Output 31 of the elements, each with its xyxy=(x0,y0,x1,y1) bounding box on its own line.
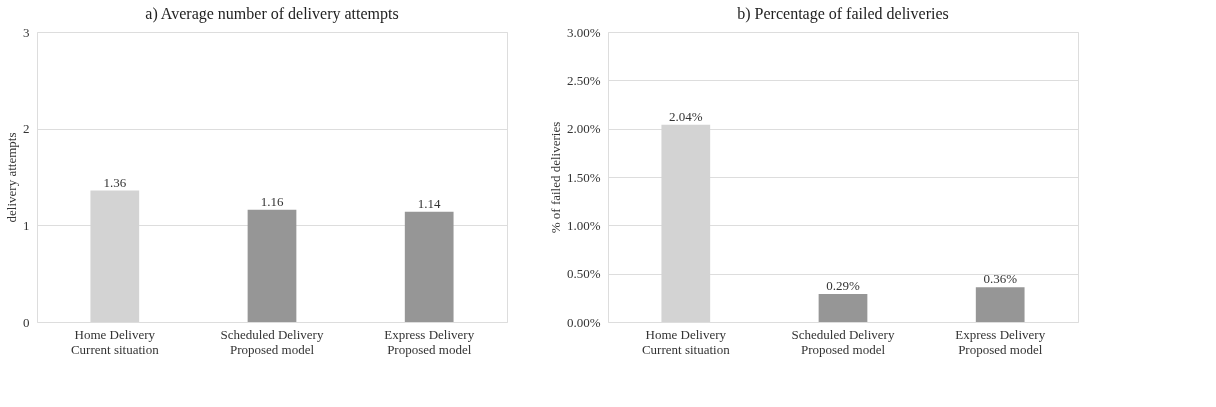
x-tick-label: Home Delivery Current situation xyxy=(641,326,731,357)
y-tick-label: 0 xyxy=(23,314,30,330)
x-tick-label: Express Delivery Proposed model xyxy=(955,326,1046,357)
data-label: 0.36% xyxy=(983,271,1018,287)
bar xyxy=(818,293,868,322)
chart-title: a) Average number of delivery attempts xyxy=(145,5,399,23)
y-tick-label: 3.00% xyxy=(566,24,601,40)
chart-title: b) Percentage of failed deliveries xyxy=(737,5,949,23)
x-tick-label: Scheduled Delivery Proposed model xyxy=(220,326,324,357)
y-tick-label: 1.00% xyxy=(566,217,601,233)
y-tick-label: 1 xyxy=(23,217,30,233)
y-axis-title: % of failed deliveries xyxy=(547,121,563,234)
y-tick-label: 2.50% xyxy=(566,72,601,88)
data-label: 1.14 xyxy=(417,195,442,211)
y-axis-title: delivery attempts xyxy=(4,132,19,223)
bar xyxy=(975,287,1025,322)
y-tick-label: 0.00% xyxy=(566,314,601,330)
x-tick-label: Home Delivery Current situation xyxy=(70,326,160,357)
x-tick-label: Express Delivery Proposed model xyxy=(384,326,475,357)
data-label: 0.29% xyxy=(826,277,860,293)
data-label: 1.36 xyxy=(103,174,127,190)
data-label: 1.16 xyxy=(260,193,284,209)
data-label: 2.04% xyxy=(669,108,703,124)
y-tick-label: 3 xyxy=(23,24,30,40)
y-tick-label: 1.50% xyxy=(566,169,601,185)
y-tick-label: 2 xyxy=(23,121,30,137)
bar xyxy=(247,209,297,322)
x-tick-label: Scheduled Delivery Proposed model xyxy=(791,326,895,357)
bar xyxy=(404,211,454,322)
y-tick-label: 2.00% xyxy=(566,121,601,137)
y-tick-label: 0.50% xyxy=(566,266,601,282)
